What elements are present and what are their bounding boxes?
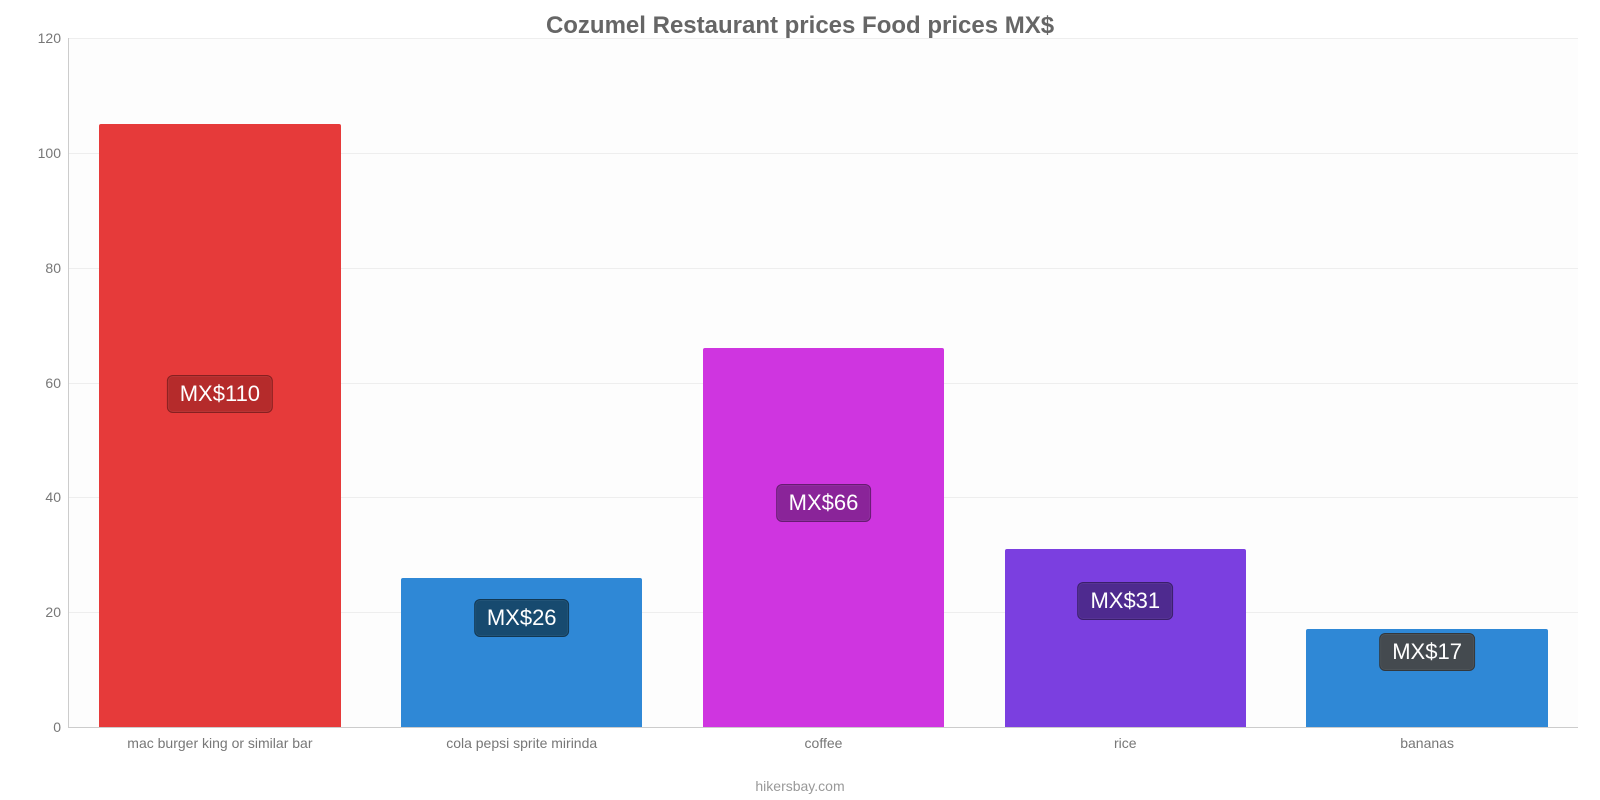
- gridline: [69, 38, 1578, 39]
- value-badge: MX$110: [167, 375, 273, 413]
- y-tick-label: 40: [29, 489, 61, 505]
- bar: [703, 348, 944, 727]
- y-tick-label: 120: [29, 30, 61, 46]
- x-category-label: mac burger king or similar bar: [127, 735, 312, 751]
- bar: [99, 124, 340, 727]
- x-category-label: rice: [1114, 735, 1137, 751]
- value-badge: MX$66: [776, 484, 872, 522]
- plot-area: 020406080100120mac burger king or simila…: [68, 38, 1578, 728]
- value-badge: MX$17: [1379, 633, 1475, 671]
- value-badge: MX$31: [1077, 582, 1173, 620]
- x-category-label: cola pepsi sprite mirinda: [446, 735, 597, 751]
- chart-area: 020406080100120mac burger king or simila…: [68, 38, 1578, 728]
- y-tick-label: 60: [29, 375, 61, 391]
- y-tick-label: 0: [29, 719, 61, 735]
- bar: [1005, 549, 1246, 727]
- x-category-label: bananas: [1400, 735, 1454, 751]
- y-tick-label: 80: [29, 260, 61, 276]
- value-badge: MX$26: [474, 599, 570, 637]
- y-tick-label: 100: [29, 145, 61, 161]
- source-label: hikersbay.com: [0, 778, 1600, 794]
- x-category-label: coffee: [805, 735, 843, 751]
- y-tick-label: 20: [29, 604, 61, 620]
- chart-title: Cozumel Restaurant prices Food prices MX…: [0, 0, 1600, 40]
